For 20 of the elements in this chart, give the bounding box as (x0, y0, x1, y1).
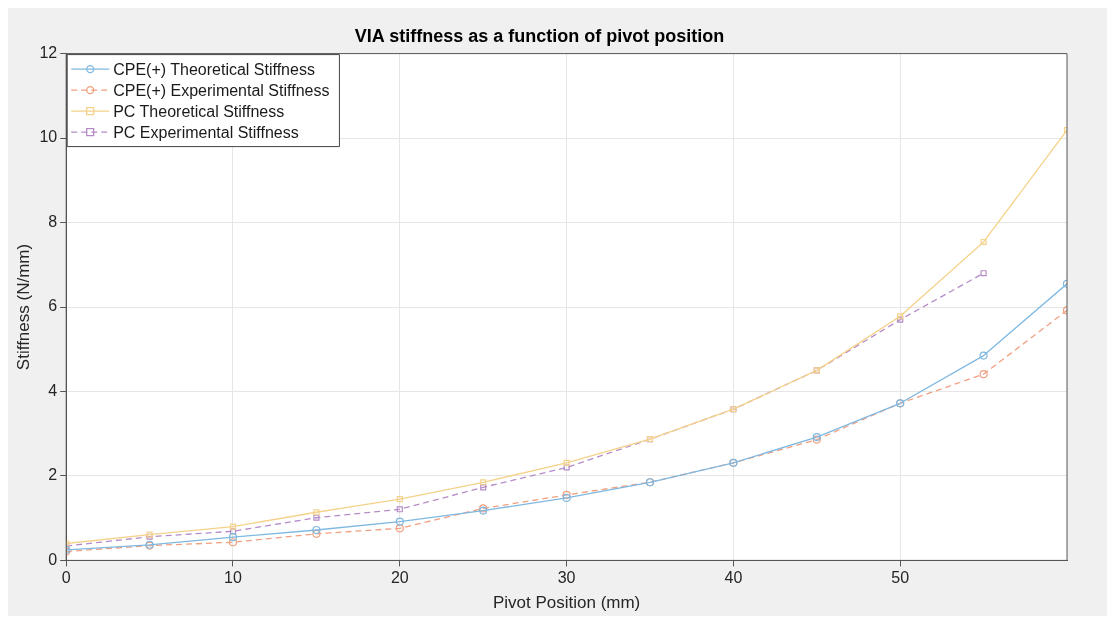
x-axis-title: Pivot Position (mm) (492, 593, 641, 613)
y-tick-label: 6 (48, 297, 58, 315)
x-tick-label: 0 (61, 569, 71, 587)
x-tick-label: 20 (390, 569, 409, 587)
y-tick-label: 2 (48, 466, 58, 484)
chart-title: VIA stiffness as a function of pivot position (354, 25, 725, 46)
x-tick-label: 40 (724, 569, 743, 587)
legend-label: CPE(+) Experimental Stiffness (113, 81, 330, 99)
y-tick-label: 4 (48, 381, 58, 399)
x-tick-label: 50 (891, 569, 910, 587)
legend-label: CPE(+) Theoretical Stiffness (113, 60, 315, 78)
y-tick-label: 10 (39, 128, 58, 146)
legend-label: PC Theoretical Stiffness (113, 102, 285, 120)
y-axis-title: Stiffness (N/mm) (13, 243, 33, 371)
y-tick-label: 12 (39, 44, 58, 62)
legend-label: PC Experimental Stiffness (113, 123, 299, 141)
y-tick-label: 8 (48, 212, 58, 230)
y-tick-label: 0 (48, 550, 58, 568)
x-tick-label: 10 (224, 569, 242, 587)
x-tick-label: 30 (557, 569, 576, 587)
